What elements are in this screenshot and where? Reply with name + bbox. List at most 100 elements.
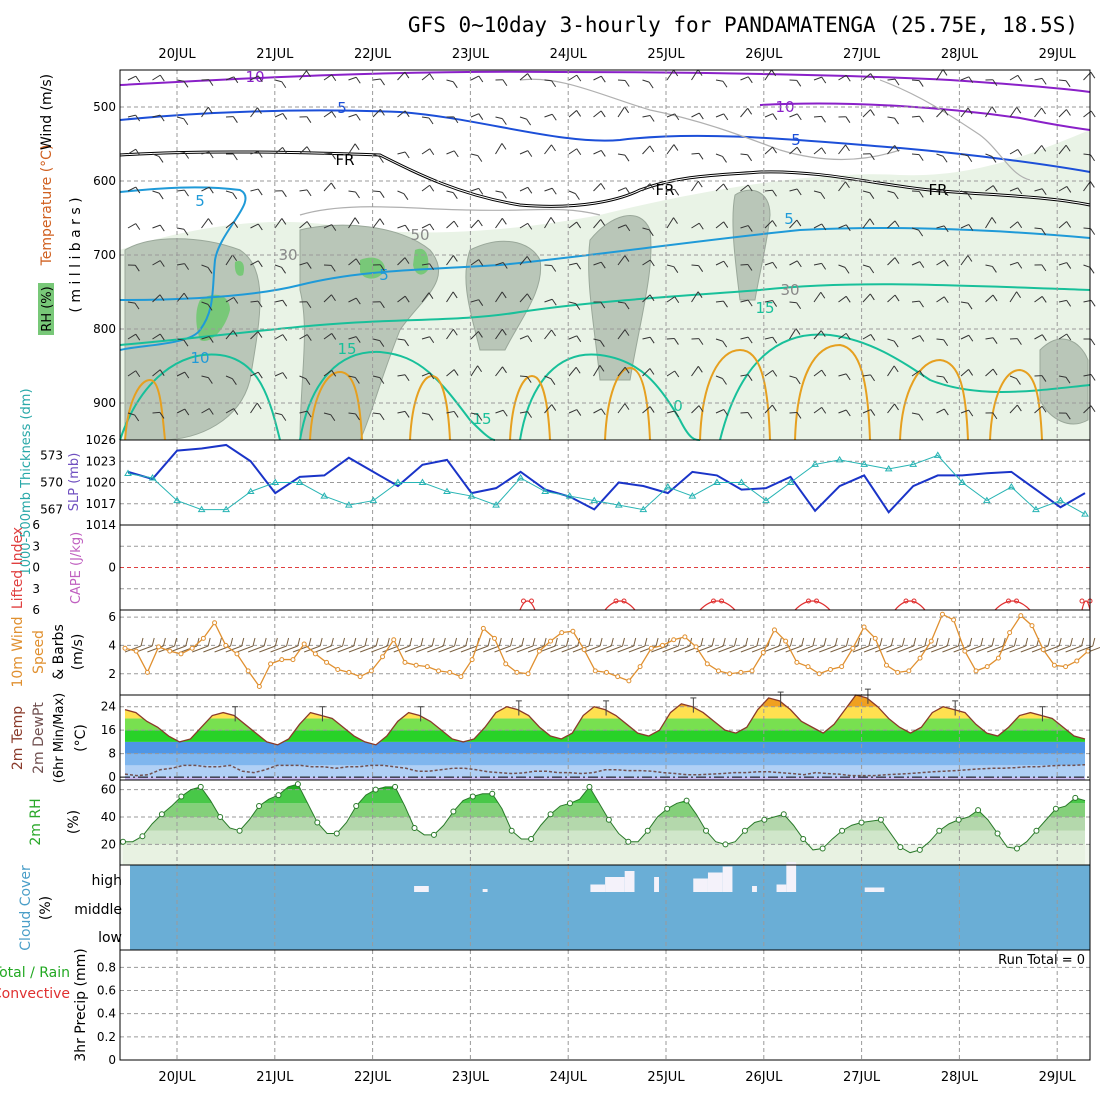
wind10-barb	[393, 645, 410, 653]
contour-label: 30	[780, 281, 799, 299]
wind-barb-flag	[919, 115, 924, 123]
wind-barb-flag	[1041, 334, 1047, 341]
thickness-point	[909, 460, 918, 467]
date-label-bottom: 24JUL	[550, 1070, 588, 1085]
wind-barb	[813, 406, 823, 414]
wind-barb	[544, 187, 553, 192]
wind10-point	[245, 668, 251, 674]
rh-legend-box	[38, 283, 54, 335]
rh2m-point	[722, 841, 729, 848]
wind-barb	[642, 406, 651, 414]
wind-barb-flag	[772, 146, 777, 154]
slp-tick-label: 1020	[85, 476, 116, 490]
wind-barb-flag	[527, 150, 533, 157]
wind-barb	[519, 186, 529, 192]
temp-band	[125, 753, 1085, 766]
wind10-barb	[382, 645, 399, 653]
wind-barb	[960, 369, 969, 377]
wind-barb-flag	[599, 365, 605, 372]
wind-barb-flag	[551, 80, 557, 88]
wind-barb	[642, 368, 651, 377]
wind10-point	[715, 668, 721, 674]
thickness-point	[197, 505, 206, 513]
wind-barb	[176, 338, 185, 341]
li-line	[894, 600, 926, 611]
wind-barb-flag	[501, 143, 507, 150]
wind10-point	[200, 635, 206, 641]
wind-barb-flag	[282, 147, 288, 154]
wind-barb-flag	[257, 331, 263, 338]
wind-barb-flag	[869, 192, 875, 199]
wind-barb	[838, 181, 846, 192]
wind-barb	[225, 297, 235, 303]
wind10-barb-flag	[386, 637, 390, 647]
wind-barb-flag	[625, 187, 631, 194]
li-line	[519, 600, 536, 611]
wind-barb	[740, 225, 749, 229]
cloud-bar-high	[693, 878, 708, 892]
wind10-barb-flag	[442, 637, 446, 647]
wind-barb-flag	[1041, 405, 1047, 413]
wind-barb-flag	[331, 74, 337, 82]
wind-barb-flag	[1017, 262, 1023, 269]
wind-barb-flag	[1041, 145, 1047, 152]
wind-barb	[691, 264, 699, 267]
wind10-point	[189, 645, 195, 651]
wind-barb	[642, 145, 651, 155]
wind-barb	[813, 330, 822, 340]
wind-barb-flag	[306, 410, 312, 418]
wind-barb	[421, 184, 431, 192]
wind-barb-flag	[919, 261, 925, 268]
wind10-barb-flag	[946, 637, 950, 647]
wind10-point	[604, 669, 609, 675]
wind10-point	[1085, 648, 1091, 654]
wind-barb	[813, 223, 823, 229]
wind10-barb-flag	[554, 637, 558, 647]
wind-barb-flag	[501, 291, 507, 299]
wind-barb-flag	[845, 333, 851, 340]
wind-barb-flag	[282, 334, 288, 341]
wind-barb-flag	[723, 183, 728, 191]
wind-barb	[397, 374, 406, 377]
wind-barb	[985, 294, 994, 303]
wind-barb	[519, 256, 528, 266]
wind10-barb-flag	[1013, 637, 1017, 647]
wind-barb-flag	[772, 336, 778, 344]
slp-tick-label: 1017	[85, 497, 116, 511]
wind10-barb	[337, 645, 354, 653]
wind-barb-flag	[600, 150, 606, 157]
temp-tick-label: 16	[101, 723, 116, 737]
pressure-axis: 500 600 700 800 900	[93, 100, 116, 410]
wind-barb-flag	[869, 293, 875, 301]
wind10-barb	[763, 645, 780, 653]
wind-barb	[201, 186, 210, 192]
wind-barb-flag	[453, 116, 459, 124]
wind-barb-flag	[698, 265, 704, 272]
wind-barb-flag	[453, 411, 459, 418]
wind-barb	[764, 336, 773, 340]
contour-label: 5	[784, 210, 794, 228]
wind-barb-flag	[697, 69, 703, 76]
wind-barb	[250, 260, 259, 266]
wind10-point	[704, 661, 710, 667]
date-label-top: 21JUL	[256, 47, 294, 62]
thickness-point	[639, 505, 648, 513]
wind-barb-flag	[453, 369, 459, 376]
wind-barb-flag	[600, 301, 606, 309]
wind-barb	[519, 150, 528, 155]
wind-barb	[421, 263, 430, 266]
wind-barb-flag	[134, 264, 140, 272]
wind10-barb	[259, 645, 276, 653]
label-rh2m-unit: (%)	[66, 810, 82, 834]
thickness-point	[1007, 483, 1016, 490]
wind-barb	[862, 190, 870, 194]
wind-barb-flag	[404, 295, 410, 303]
wind-barb	[152, 74, 161, 81]
wind10-barb-flag	[980, 637, 984, 647]
wind10-barb-flag	[610, 637, 614, 647]
wind10-barb-flag	[845, 637, 849, 647]
thickness-point	[148, 474, 157, 481]
wind-barb	[1009, 375, 1017, 380]
thickness-point	[688, 492, 697, 499]
